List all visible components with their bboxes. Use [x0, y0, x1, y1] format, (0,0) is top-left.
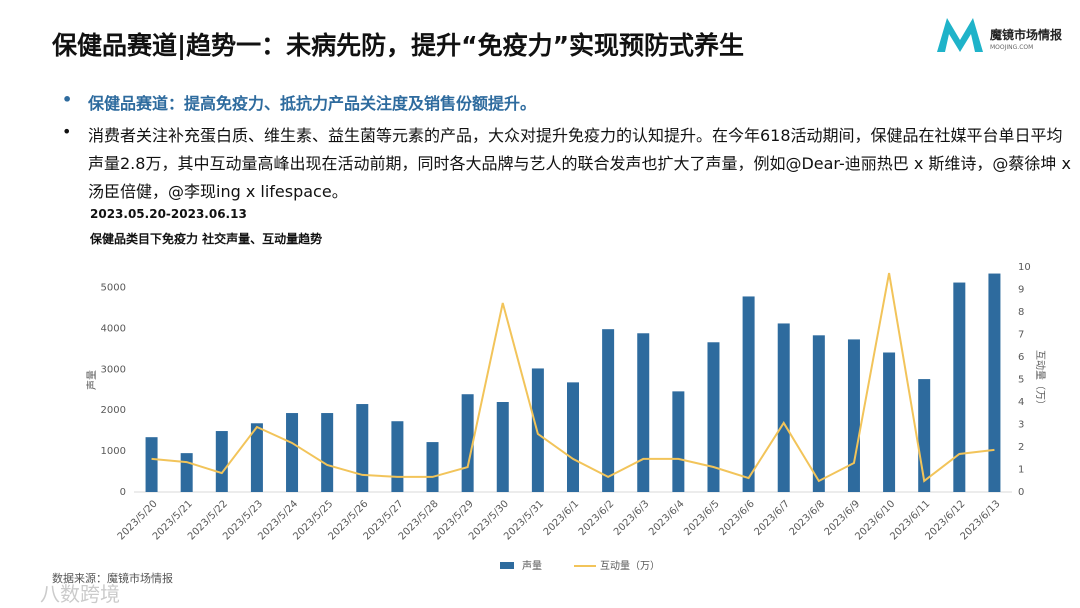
- logo-name: 魔镜市场情报: [990, 28, 1063, 42]
- bar: [250, 423, 263, 492]
- bar: [637, 333, 650, 492]
- bar: [286, 413, 299, 492]
- legend-swatch: [500, 562, 514, 569]
- y2-tick-label: 5: [1018, 375, 1024, 386]
- y-tick-label: 1000: [101, 446, 126, 457]
- y2-tick-label: 9: [1018, 285, 1024, 296]
- y2-tick-label: 1: [1018, 465, 1024, 476]
- bar: [321, 413, 334, 492]
- x-tick-label: 2023/6/8: [788, 498, 828, 538]
- bar: [777, 323, 790, 492]
- bullet-dot: •: [62, 122, 72, 141]
- bullet: 消费者关注补充蛋白质、维生素、益生菌等元素的产品，大众对提升免疫力的认知提升。在…: [88, 126, 1071, 201]
- bar: [953, 282, 966, 492]
- bar: [602, 329, 615, 492]
- bar: [426, 442, 439, 492]
- watermark: 八数跨境: [40, 582, 120, 606]
- bar: [145, 437, 158, 492]
- legend-label: 声量: [522, 559, 542, 572]
- y2-tick-label: 6: [1018, 352, 1024, 363]
- y-tick-label: 5000: [101, 282, 126, 293]
- y2-axis-label: 互动量（万）: [1034, 350, 1046, 410]
- x-tick-label: 2023/6/2: [577, 498, 617, 538]
- y-tick-label: 4000: [101, 323, 126, 334]
- bar: [215, 431, 228, 492]
- bullet-dot: •: [62, 90, 73, 109]
- bullet: 保健品赛道：提高免疫力、抵抗力产品关注度及销售份额提升。: [88, 94, 537, 113]
- y-tick-label: 0: [120, 487, 126, 498]
- y2-tick-label: 4: [1018, 397, 1024, 408]
- chart-title: 保健品类目下免疫力 社交声量、互动量趋势: [90, 232, 323, 246]
- bar: [742, 296, 755, 492]
- bar: [988, 273, 1001, 492]
- logo-sub: MOOJING.COM: [990, 44, 1034, 51]
- page-title: 保健品赛道|趋势一：未病先防，提升“免疫力”实现预防式养生: [52, 31, 744, 60]
- y2-tick-label: 3: [1018, 420, 1024, 431]
- bar: [707, 342, 720, 492]
- chart-subtitle: 2023.05.20-2023.06.13: [90, 207, 247, 221]
- logo-icon: [937, 18, 983, 52]
- bar: [180, 453, 193, 492]
- x-tick-label: 2023/6/3: [612, 498, 652, 538]
- y2-tick-label: 2: [1018, 442, 1024, 453]
- bar: [847, 339, 860, 492]
- y2-tick-label: 8: [1018, 307, 1024, 318]
- bar: [496, 402, 509, 492]
- bar: [567, 382, 579, 492]
- legend-label: 互动量（万）: [600, 560, 660, 572]
- y-axis-label: 声量: [85, 370, 98, 390]
- x-tick-label: 2023/6/1: [542, 498, 582, 538]
- bar: [812, 335, 825, 492]
- y2-tick-label: 10: [1018, 262, 1031, 273]
- line: [151, 272, 995, 483]
- x-tick-label: 2023/6/7: [752, 498, 792, 538]
- x-tick-label: 2023/6/4: [647, 498, 687, 538]
- x-tick-label: 2023/6/6: [717, 498, 757, 538]
- y-tick-label: 2000: [101, 405, 126, 416]
- x-tick-label: 2023/6/5: [682, 498, 722, 538]
- y2-tick-label: 0: [1018, 487, 1024, 498]
- y-tick-label: 3000: [101, 364, 126, 375]
- y2-tick-label: 7: [1018, 330, 1024, 341]
- source: 数据来源：魔镜市场情报: [52, 572, 173, 585]
- bar: [883, 352, 896, 492]
- bar: [672, 391, 685, 492]
- bar: [391, 421, 404, 492]
- bar: [356, 404, 369, 492]
